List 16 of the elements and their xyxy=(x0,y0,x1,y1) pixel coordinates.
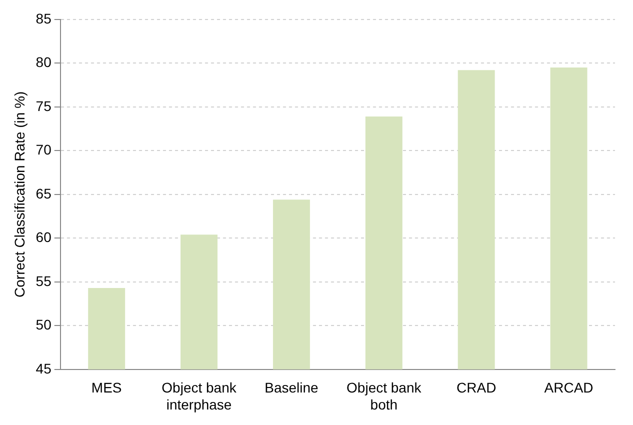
x-tick-label: MES xyxy=(91,380,122,396)
y-axis-title: Correct Classification Rate (in %) xyxy=(11,91,28,298)
y-tick-label: 55 xyxy=(36,272,52,289)
y-tick-label: 85 xyxy=(36,10,52,26)
y-tick-label: 50 xyxy=(36,316,52,333)
y-tick-label: 70 xyxy=(36,142,52,158)
y-tick-label: 60 xyxy=(36,229,52,246)
x-tick-label: Baseline xyxy=(264,380,319,396)
y-tick-label: 75 xyxy=(36,98,52,114)
y-tick-label: 80 xyxy=(36,54,52,70)
y-tick-label: 65 xyxy=(36,185,52,202)
x-tick-label: ARCAD xyxy=(544,380,594,396)
x-tick-label: Object bank both xyxy=(346,380,422,412)
x-tick-label: CRAD xyxy=(456,380,496,396)
y-tick-label: 45 xyxy=(36,360,52,376)
x-tick-label: Object bank interphase xyxy=(162,380,238,412)
